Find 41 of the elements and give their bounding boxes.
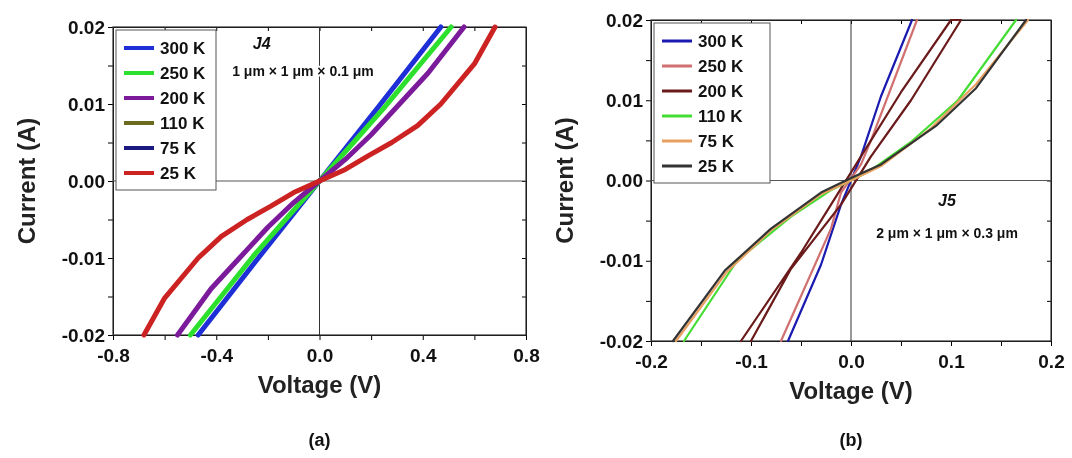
y-tick-label: 0.01 <box>68 93 106 115</box>
annotation: 2 μm × 1 μm × 0.3 μm <box>876 225 1018 242</box>
y-axis-title: Current (A) <box>551 117 578 244</box>
y-tick-label: -0.02 <box>599 330 643 352</box>
x-tick-label: 0.4 <box>410 345 437 366</box>
y-tick-label: 0.00 <box>606 170 643 192</box>
legend-label: 250 K <box>698 57 745 76</box>
x-tick-label: 0.0 <box>306 345 334 366</box>
legend-label: 200 K <box>160 89 207 108</box>
y-tick-label: -0.01 <box>599 250 644 272</box>
y-tick-label: -0.02 <box>61 324 105 346</box>
y-tick-label: 0.02 <box>68 16 105 38</box>
x-tick-label: 0.2 <box>1038 351 1065 372</box>
legend-label: 110 K <box>698 107 744 126</box>
x-tick-label: -0.4 <box>200 345 234 366</box>
y-tick-label: 0.01 <box>606 89 644 111</box>
y-axis-title: Current (A) <box>13 117 40 245</box>
legend-label: 110 K <box>160 114 206 133</box>
x-axis-title: Voltage (V) <box>257 371 382 398</box>
x-tick-label: -0.1 <box>735 351 769 372</box>
x-tick-label: 0.0 <box>838 351 865 372</box>
y-tick-label: -0.01 <box>61 247 106 269</box>
legend-label: 250 K <box>160 64 207 83</box>
legend-label: 300 K <box>160 39 207 58</box>
legend-label: 75 K <box>160 139 197 158</box>
text: (b) <box>839 430 863 450</box>
legend-label: 200 K <box>698 82 745 101</box>
legend-label: 75 K <box>698 132 735 151</box>
annotation: J4 <box>252 34 271 52</box>
legend-label: 25 K <box>698 157 735 176</box>
y-tick-label: 0.00 <box>68 170 105 192</box>
x-axis-title: Voltage (V) <box>789 377 913 404</box>
x-tick-label: 0.8 <box>513 345 540 366</box>
legend-label: 300 K <box>698 32 745 51</box>
annotation: J5 <box>938 192 957 210</box>
legend-label: 25 K <box>160 164 197 183</box>
x-tick-label: 0.1 <box>938 351 966 372</box>
text: (a) <box>308 430 331 450</box>
y-tick-label: 0.02 <box>606 9 643 31</box>
x-tick-label: -0.8 <box>97 345 130 366</box>
x-tick-label: -0.2 <box>635 351 668 372</box>
